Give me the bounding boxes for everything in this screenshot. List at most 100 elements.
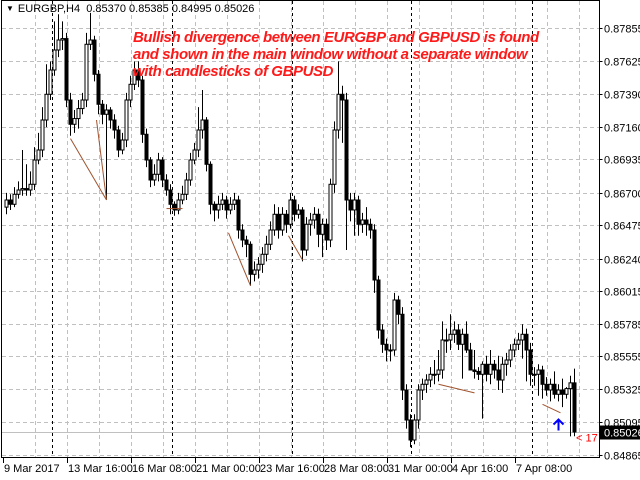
candle [240,224,245,248]
candle-body-bear [276,213,281,231]
candle-body-bull [184,179,189,195]
candle [232,192,237,210]
candle-body-bull [460,333,465,345]
candle-body-bull [252,269,257,275]
candle [272,204,277,236]
candle-body-bull [452,329,457,335]
annotation-line: Bullish divergence between EURGBP and GB… [133,29,539,46]
candle [468,342,473,371]
candle-body-bull [532,373,537,376]
candle-body-bull [84,43,89,101]
candle [268,221,273,250]
candle [360,212,365,233]
candle-body-bull [308,219,313,225]
candle [44,64,49,128]
triangle-down-icon[interactable]: ▼ [6,4,14,13]
time-axis: 9 Mar 2017 13 Mar 16:00 16 Mar 08:00 21 Mar… [3,458,572,475]
current-price-box [600,425,640,440]
candle [60,21,65,50]
candle [68,92,73,136]
candle-body-bear [284,213,289,225]
candle [320,218,325,258]
candle [132,61,137,90]
candle-body-bull [564,388,569,395]
candle-body-bear [112,119,117,131]
candle [200,90,205,139]
candle-body-bull [568,382,573,390]
ohlc-values: 0.85370 0.85385 0.84995 0.85026 [86,3,255,15]
candle-body-bear [560,389,565,395]
time-label: 9 Mar 2017 [4,463,60,475]
candle [476,367,481,380]
candle-body-bear [340,93,345,101]
candle [300,207,305,262]
candle-body-bear [380,329,385,345]
candle-body-bear [300,209,305,251]
candle-body-bear [364,219,369,225]
candle [56,14,61,58]
candle-body-bear [160,159,165,181]
candle [332,121,337,193]
divergence-line [438,383,475,394]
candle [212,201,217,222]
candle [420,378,425,400]
candle-body-bull [488,363,493,375]
candle-body-bull [512,343,517,351]
candle [24,164,29,196]
candle-body-bull [4,199,9,208]
candle-body-bull [104,109,109,115]
divergence-lines [70,119,561,414]
candle-body-bull [432,373,437,376]
candle [8,194,13,210]
candle-body-bull [188,159,193,181]
candle [516,332,521,350]
candle [204,117,209,172]
candle-body-bull [128,83,133,101]
divergence-line [70,138,107,201]
candle [544,377,549,396]
candle [188,152,193,186]
candle-body-bear [492,363,497,371]
candle-body-bear [472,369,477,372]
candle [364,207,369,236]
candle [40,107,45,158]
candle-body-bear [376,279,381,331]
candle-body-bull [60,38,65,41]
candle-body-bull [388,349,393,352]
candle [456,324,461,350]
candle-body-bull [36,149,41,161]
divergence-line [96,119,107,201]
candle [12,187,17,208]
candle [152,164,157,186]
candle-body-bear [496,369,501,381]
candle-body-bull [256,263,261,271]
candle-body-bull [420,383,425,391]
candle [52,21,57,76]
candle [448,314,453,350]
candle [436,350,441,382]
candle [372,224,377,293]
candle-body-bull [480,363,485,375]
grid [2,1,599,457]
candle [208,161,213,215]
candle [112,114,117,139]
candle [408,414,413,448]
candle [368,218,373,239]
candle [536,364,541,396]
candle [128,75,133,108]
candle [380,324,385,353]
chart-header: ▼ EURGBP,H4 0.85370 0.85385 0.84995 0.850… [6,3,254,15]
candle [80,92,85,115]
candle [4,192,9,215]
divergence-annotation: Bullish divergence between EURGBP and GB… [133,29,539,80]
candle-body-bear [140,79,145,135]
candle [92,35,97,82]
candle [192,142,197,165]
candle-body-bull [288,199,293,225]
candle [120,132,125,155]
candle-body-bear [148,159,153,181]
candle-body-bull [80,99,85,110]
candle-body-bull [448,333,453,341]
candle [564,387,569,399]
